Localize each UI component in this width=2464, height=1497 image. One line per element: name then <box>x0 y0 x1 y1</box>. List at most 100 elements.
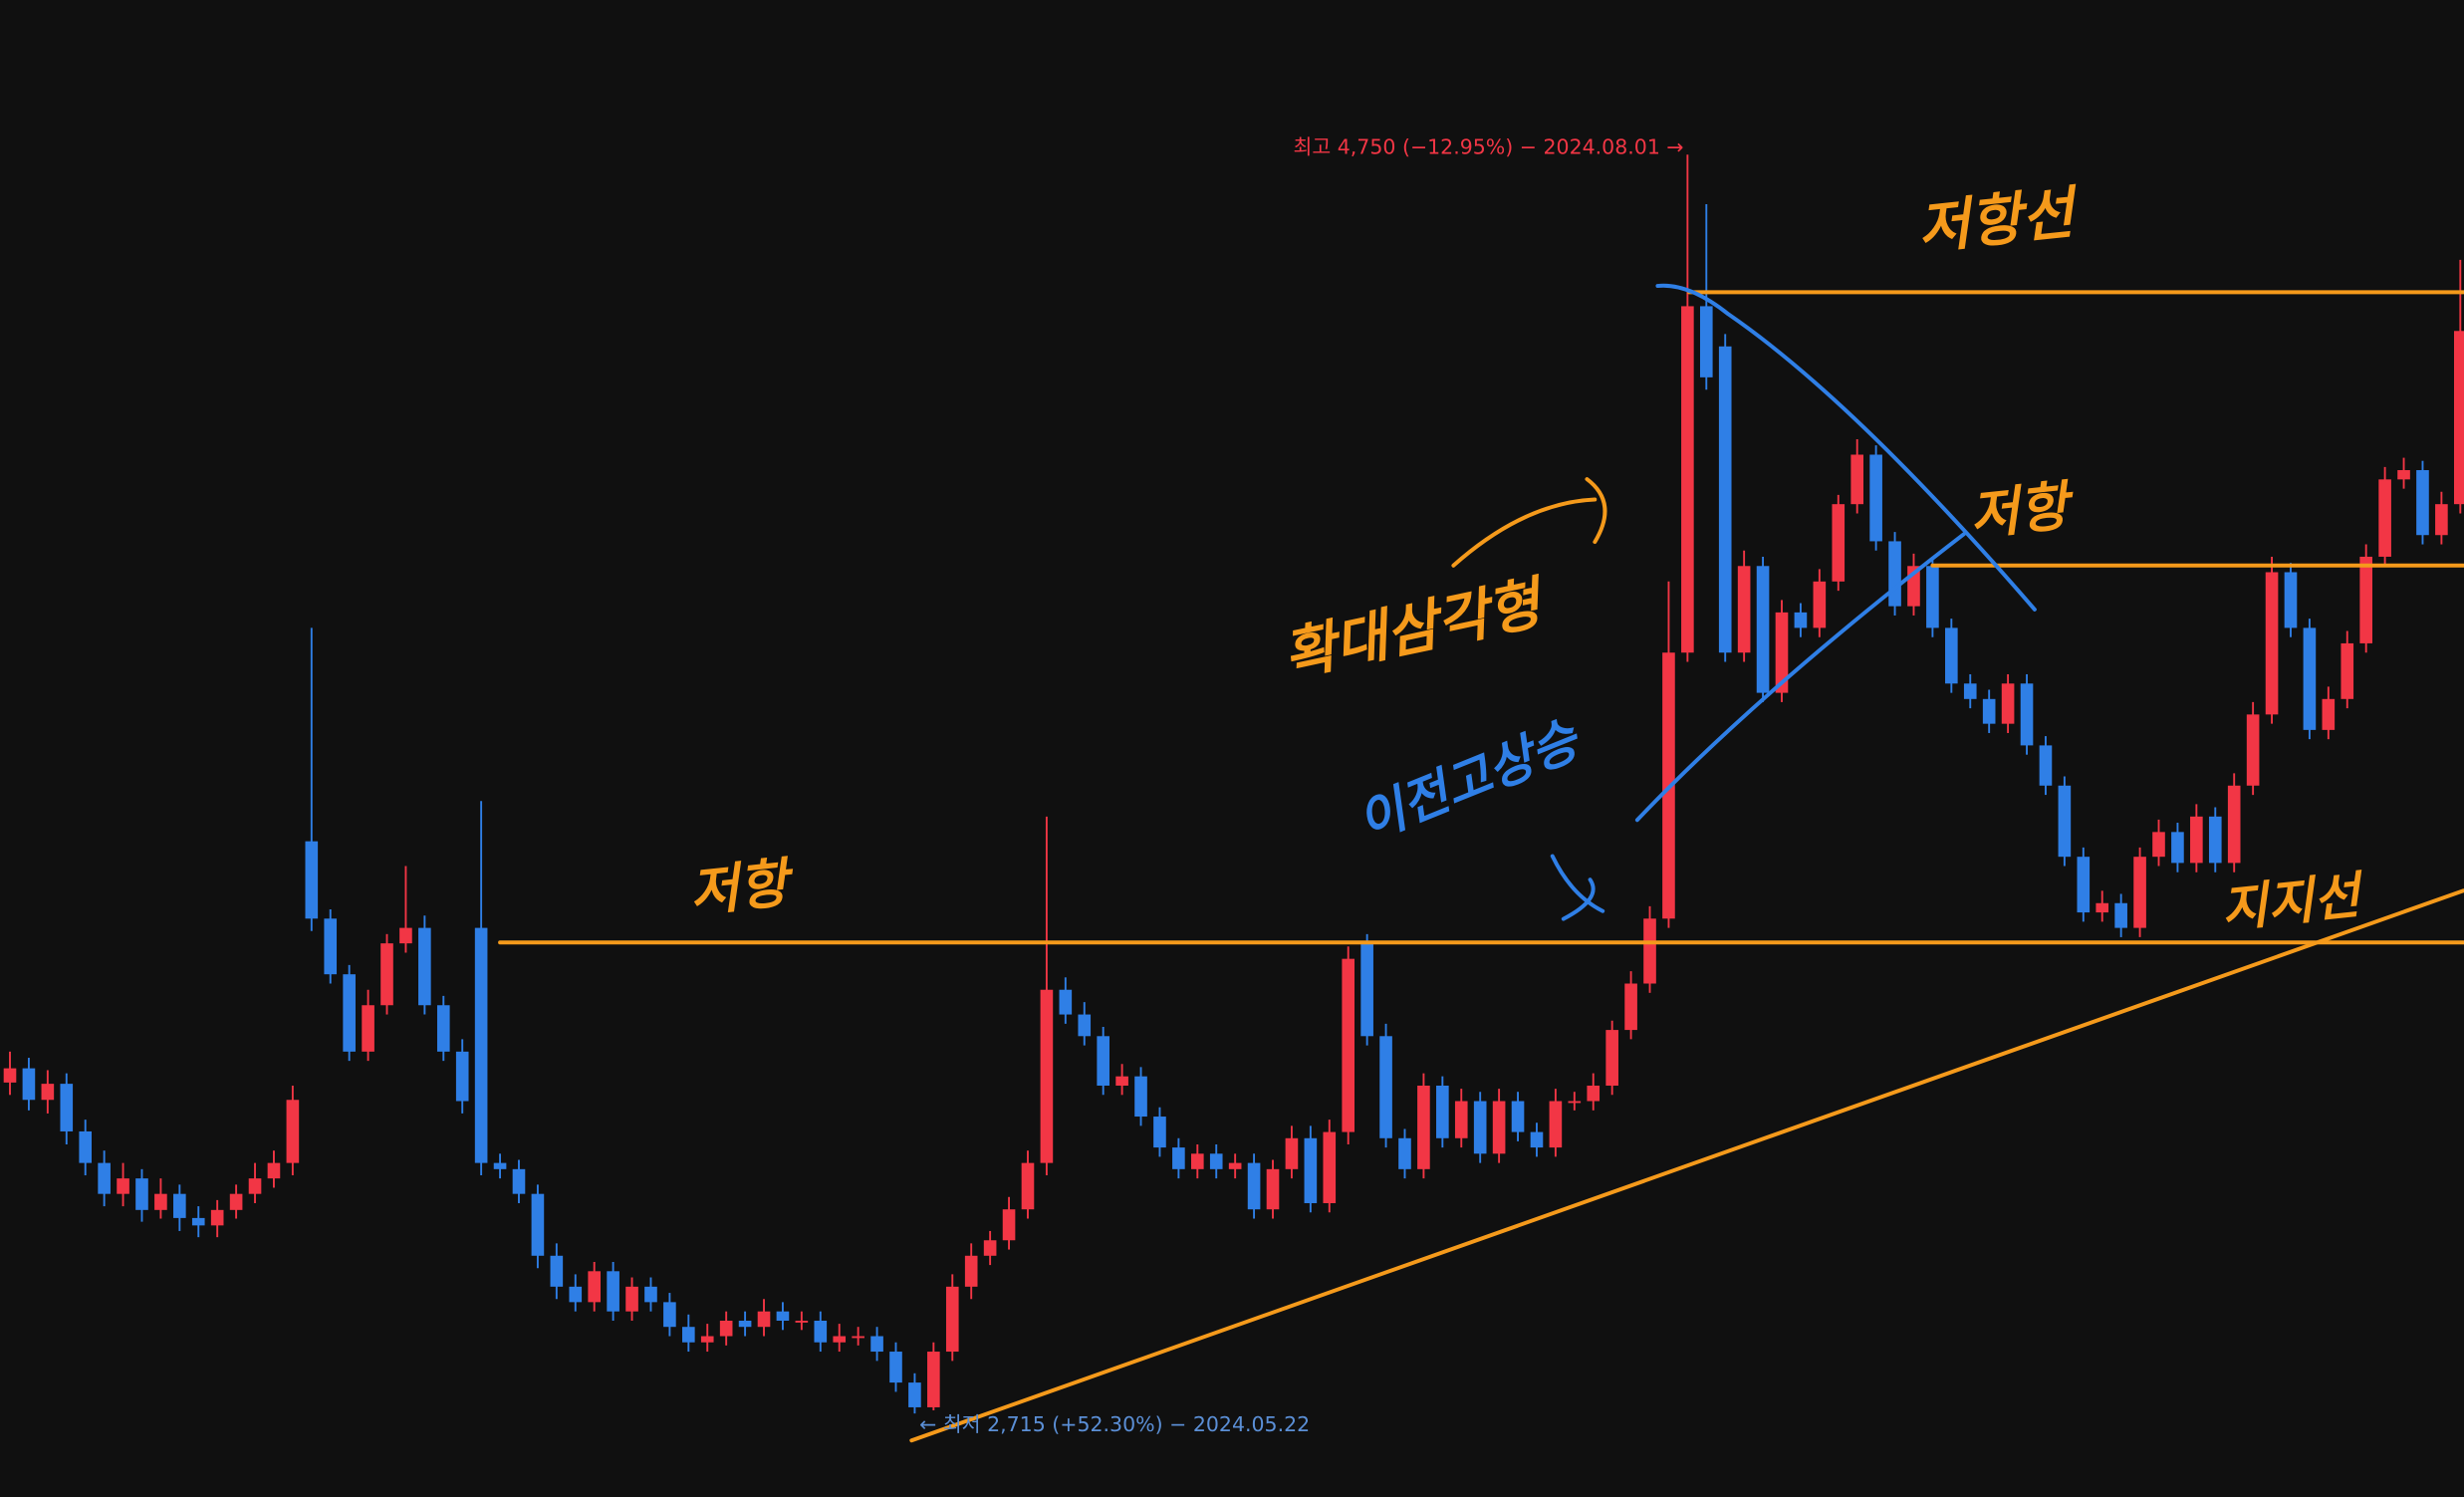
candle-body <box>191 1217 205 1226</box>
candle-body <box>1643 918 1656 984</box>
candle-body <box>2284 572 2298 628</box>
candle-body <box>2397 470 2410 480</box>
candle-body <box>2265 572 2279 715</box>
candle-body <box>2435 504 2448 536</box>
candle-body <box>2077 857 2091 913</box>
candles <box>3 154 2464 1414</box>
candle-body <box>2303 627 2317 730</box>
candle-body <box>2114 902 2127 928</box>
candle-body <box>1832 504 1846 582</box>
low-label: ← 최저 2,715 (+52.30%) − 2024.05.22 <box>919 1412 1310 1436</box>
candle-body <box>2454 331 2464 505</box>
candle-body <box>2058 785 2072 858</box>
candle-body <box>418 927 431 1006</box>
candle-body <box>1228 1162 1242 1169</box>
candle-body <box>455 1051 469 1102</box>
candle-body <box>2133 857 2146 928</box>
arrow <box>1451 477 1607 568</box>
candle-body <box>512 1168 526 1194</box>
candle-body <box>1021 1162 1035 1210</box>
candle-body <box>117 1178 129 1194</box>
candle-body <box>1247 1162 1261 1210</box>
candle-body <box>1888 541 1901 607</box>
candle-body <box>154 1193 167 1210</box>
candle-body <box>1342 958 1355 1132</box>
candle-body <box>2378 479 2391 557</box>
candle-body <box>1794 612 1808 628</box>
candle-body <box>286 1100 300 1163</box>
candle-body <box>362 1005 374 1052</box>
candle-body <box>1605 1030 1618 1086</box>
candle-body <box>1153 1117 1166 1148</box>
candle-body <box>1172 1147 1185 1169</box>
candle-body <box>682 1327 695 1343</box>
support-trendline <box>909 888 2464 1443</box>
candle-body <box>305 841 319 919</box>
candle-body <box>738 1320 752 1328</box>
candle-body <box>795 1320 809 1323</box>
candle-body <box>588 1271 601 1303</box>
candle-body <box>644 1286 657 1303</box>
candle-body <box>908 1382 921 1407</box>
candle-body <box>343 974 356 1052</box>
candle-body <box>607 1271 619 1312</box>
candle-body <box>1097 1036 1109 1086</box>
candle-body <box>2095 902 2109 913</box>
candle-body <box>889 1352 902 1383</box>
candle-body <box>833 1336 847 1343</box>
candle-body <box>1134 1076 1147 1118</box>
candle-body <box>1285 1137 1299 1169</box>
candle-body <box>927 1352 940 1407</box>
candle-body <box>2208 816 2222 864</box>
candle-body <box>41 1084 55 1101</box>
triangle-line <box>1634 532 1966 823</box>
candle-body <box>60 1084 74 1131</box>
candle-body <box>814 1320 828 1343</box>
candle-body <box>1078 1014 1092 1037</box>
candle-body <box>1926 566 1939 628</box>
candle-body <box>1756 566 1770 693</box>
candle-body <box>1549 1101 1563 1148</box>
candle-body <box>1568 1101 1582 1104</box>
candle-body <box>2039 745 2053 786</box>
candle-body <box>1379 1036 1392 1138</box>
candle-body <box>1190 1153 1204 1169</box>
candle-body <box>2246 714 2260 786</box>
candle-body <box>1511 1101 1525 1132</box>
candle-body <box>1624 983 1637 1031</box>
candle-body <box>1454 1101 1468 1138</box>
candle-body <box>1002 1209 1016 1241</box>
candle-body <box>719 1320 733 1337</box>
candle-body <box>945 1286 959 1353</box>
candle-body <box>2171 832 2184 864</box>
candle-body <box>267 1162 281 1179</box>
candle-body <box>2341 642 2354 699</box>
candle-body <box>1398 1137 1411 1169</box>
candle-body <box>1982 698 1996 724</box>
annotation: 저항 <box>686 851 798 924</box>
candle-body <box>550 1255 564 1287</box>
candle-body <box>2020 683 2034 746</box>
candle-body <box>776 1311 790 1321</box>
candle-body <box>1040 989 1054 1163</box>
candle-body <box>399 927 412 944</box>
candle-body <box>1775 612 1789 693</box>
high-label: 최고 4,750 (−12.95%) − 2024.08.01 → <box>1294 135 1684 159</box>
candle-body <box>1699 306 1713 377</box>
candle-body <box>870 1336 883 1353</box>
annotation: 저항 <box>1967 473 2079 547</box>
candle-body <box>1737 566 1751 653</box>
candle-body <box>229 1193 243 1210</box>
candle-body <box>2190 816 2203 864</box>
candle-body <box>531 1193 545 1256</box>
candle-body <box>663 1302 676 1328</box>
candle-body <box>1530 1131 1544 1148</box>
candle-body <box>173 1193 186 1218</box>
arrow <box>1550 854 1605 921</box>
candle-body <box>380 943 393 1006</box>
candle-body <box>98 1162 111 1194</box>
candle-body <box>493 1162 507 1169</box>
candle-body <box>1417 1085 1430 1169</box>
